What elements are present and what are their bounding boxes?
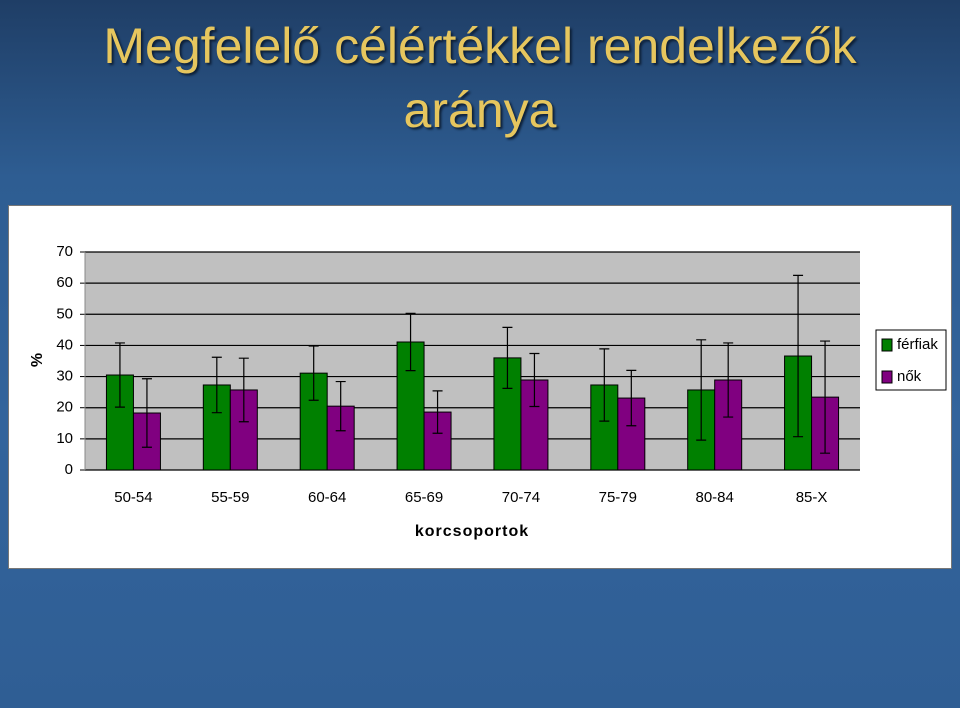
- error-bar: [211, 356, 222, 414]
- plot-area: [85, 252, 860, 470]
- x-tick-label: 85-X: [796, 489, 828, 506]
- error-bar: [238, 357, 249, 423]
- x-tick-label: 70-74: [502, 489, 540, 506]
- y-tick-label: 20: [56, 399, 73, 416]
- x-axis-label: korcsoportok: [415, 523, 529, 540]
- error-bar: [599, 348, 610, 422]
- y-tick-label: 70: [56, 243, 73, 260]
- error-bar: [723, 342, 734, 418]
- error-bar: [502, 326, 513, 390]
- y-tick-label: 40: [56, 336, 73, 353]
- error-bar: [432, 390, 443, 434]
- x-tick-label: 75-79: [599, 489, 637, 506]
- x-tick-label: 60-64: [308, 489, 346, 506]
- legend-label: férfiak: [897, 336, 938, 353]
- x-tick-label: 80-84: [696, 489, 734, 506]
- y-tick-label: 50: [56, 305, 73, 322]
- x-tick-label: 65-69: [405, 489, 443, 506]
- error-bar: [793, 274, 804, 438]
- y-axis-label: %: [29, 353, 46, 367]
- error-bar: [405, 312, 416, 372]
- x-tick-label: 50-54: [114, 489, 152, 506]
- y-tick-label: 30: [56, 368, 73, 385]
- slide-title: Megfelelő célértékkel rendelkezők aránya: [103, 18, 857, 138]
- legend-swatch: [881, 370, 893, 384]
- y-tick-label: 10: [56, 430, 73, 447]
- error-bar: [626, 369, 637, 427]
- y-tick-label: 0: [65, 461, 73, 478]
- error-bar: [820, 340, 831, 454]
- error-bar: [114, 342, 125, 408]
- legend-label: nők: [897, 368, 922, 385]
- error-bar: [335, 380, 346, 432]
- error-bar: [141, 378, 152, 448]
- y-tick-label: 60: [56, 274, 73, 291]
- error-bar: [696, 339, 707, 441]
- legend-swatch: [881, 338, 893, 352]
- error-bar: [308, 345, 319, 401]
- x-tick-label: 55-59: [211, 489, 249, 506]
- error-bar: [529, 352, 540, 408]
